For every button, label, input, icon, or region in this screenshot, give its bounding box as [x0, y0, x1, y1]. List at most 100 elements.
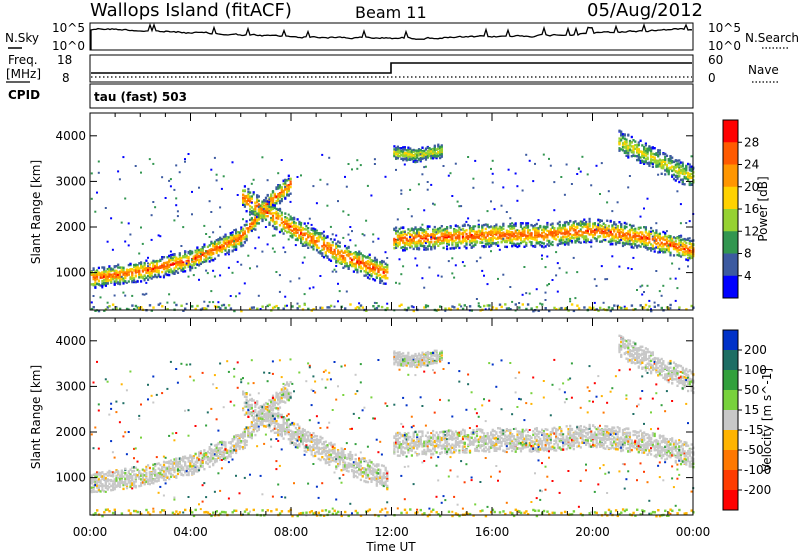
- scatter-cell: [444, 239, 447, 242]
- scatter-cell: [208, 244, 211, 247]
- scatter-cell: [627, 149, 630, 152]
- scatter-cell: [688, 254, 691, 258]
- scatter-cell: [683, 183, 686, 186]
- scatter-cell: [247, 203, 250, 206]
- scatter-cell: [189, 264, 192, 267]
- ground-cell: [184, 307, 187, 310]
- scatter-cell: [184, 263, 187, 267]
- scatter-cell: [432, 148, 435, 151]
- noise-cell: [133, 263, 135, 266]
- scatter-cell: [280, 186, 283, 189]
- scatter-cell: [143, 265, 146, 268]
- scatter-cell: [386, 271, 389, 274]
- scatter-cell: [574, 229, 577, 232]
- scatter-cell: [398, 147, 401, 150]
- scatter-cell: [456, 237, 459, 240]
- scatter-cell: [280, 189, 283, 192]
- scatter-cell: [456, 229, 459, 232]
- scatter-cell: [426, 234, 429, 238]
- noise-cell: [658, 290, 661, 293]
- scatter-cell: [101, 284, 104, 287]
- scatter-cell: [623, 140, 626, 144]
- noise-cell: [169, 250, 172, 253]
- scatter-cell: [416, 160, 419, 163]
- scatter-cell: [256, 212, 259, 215]
- scatter-cell: [278, 192, 282, 195]
- noise-cell: [472, 186, 475, 189]
- scatter-cell: [405, 243, 408, 246]
- scatter-cell: [433, 154, 436, 157]
- scatter-cell: [298, 235, 301, 238]
- scatter-cell: [430, 148, 433, 151]
- scatter-cell: [271, 224, 275, 228]
- scatter-cell: [433, 147, 436, 150]
- scatter-cell: [231, 240, 234, 243]
- scatter-cell: [282, 190, 285, 193]
- scatter-cell: [488, 242, 491, 245]
- scatter-cell: [219, 236, 222, 240]
- scatter-cell: [421, 228, 424, 231]
- ground-cell: [572, 309, 576, 313]
- noise-cell: [655, 270, 658, 272]
- scatter-cell: [609, 231, 612, 234]
- noise-cell: [597, 224, 600, 227]
- scatter-cell: [583, 225, 586, 228]
- freq-frame: [89, 54, 694, 83]
- scatter-cell: [630, 145, 633, 148]
- noise-cell: [120, 275, 123, 278]
- ground-cell: [377, 304, 380, 308]
- noise-cell: [576, 271, 579, 274]
- scatter-cell: [120, 269, 123, 272]
- scatter-cell: [157, 272, 160, 275]
- scatter-cell: [416, 151, 419, 155]
- scatter-cell: [287, 189, 290, 192]
- noise-cell: [403, 231, 406, 234]
- scatter-cell: [609, 238, 612, 241]
- scatter-cell: [384, 282, 387, 285]
- scatter-cell: [563, 228, 567, 232]
- ground-cell: [563, 307, 567, 310]
- scatter-cell: [618, 221, 621, 224]
- scatter-cell: [115, 273, 118, 277]
- scatter-cell: [486, 225, 489, 228]
- scatter-cell: [180, 266, 183, 270]
- scatter-cell: [648, 230, 651, 233]
- scatter-cell: [585, 231, 588, 234]
- scatter-cell: [518, 242, 521, 246]
- ground-cell: [94, 309, 97, 312]
- noise-cell: [178, 171, 181, 174]
- scatter-cell: [511, 232, 514, 235]
- scatter-cell: [683, 243, 686, 247]
- scatter-cell: [430, 157, 433, 160]
- scatter-cell: [637, 244, 640, 247]
- scatter-cell: [379, 266, 382, 269]
- scatter-cell: [380, 259, 384, 263]
- scatter-cell: [115, 278, 118, 281]
- scatter-cell: [344, 244, 347, 248]
- noise-cell: [351, 168, 353, 171]
- scatter-cell: [611, 224, 614, 227]
- scatter-cell: [229, 239, 232, 242]
- scatter-cell: [685, 176, 688, 179]
- scatter-cell: [322, 239, 326, 242]
- scatter-cell: [435, 232, 438, 235]
- scatter-cell: [349, 257, 352, 260]
- scatter-cell: [579, 220, 582, 223]
- scatter-cell: [641, 150, 644, 154]
- scatter-cell: [532, 237, 535, 241]
- scatter-cell: [644, 144, 647, 147]
- scatter-cell: [403, 246, 406, 250]
- noise-cell: [657, 173, 660, 176]
- scatter-cell: [152, 264, 155, 268]
- scatter-cell: [264, 215, 268, 218]
- scatter-cell: [417, 152, 421, 155]
- scatter-cell: [687, 175, 690, 179]
- scatter-cell: [574, 233, 577, 236]
- scatter-cell: [606, 234, 609, 237]
- scatter-cell: [667, 167, 670, 170]
- ground-cell: [365, 309, 368, 312]
- scatter-cell: [690, 249, 693, 252]
- noise-cell: [319, 275, 322, 277]
- scatter-cell: [289, 215, 292, 218]
